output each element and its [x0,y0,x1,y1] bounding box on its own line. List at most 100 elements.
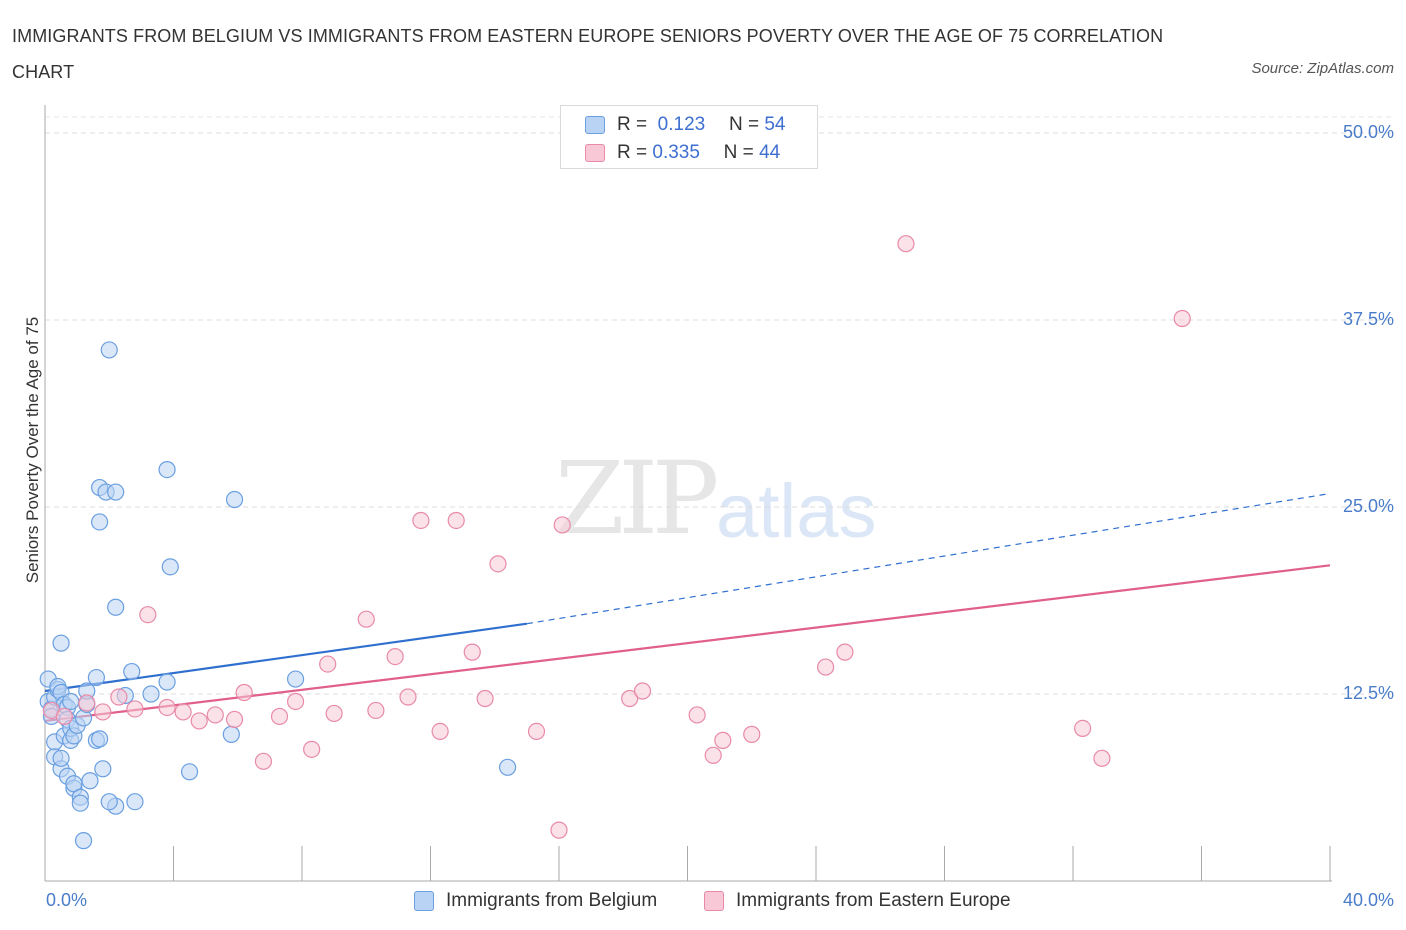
belgium-point [225,490,244,509]
belgium-point [91,730,109,748]
eastern-europe-point [743,725,761,743]
eastern-europe-point [431,722,449,741]
belgium-point [142,685,160,703]
stats-row-eastern-europe: R = 0.335 N = 44 [585,139,780,167]
watermark-zip: ZIP [555,440,719,557]
x-tick-label-max: 40.0% [1342,890,1394,910]
belgium-point [158,461,176,479]
belgium-point [158,673,176,691]
trend-lines [44,492,1331,723]
eastern-europe-point [139,606,157,624]
belgium-point [100,341,118,359]
eastern-europe-point [1173,309,1191,328]
n-label: N = [728,114,760,135]
source-label: Source: ZipAtlas.com [1251,60,1394,77]
chart-title: IMMIGRANTS FROM BELGIUM VS IMMIGRANTS FR… [12,26,1164,82]
n-value: 54 [764,114,786,135]
eastern-europe-point [553,516,571,534]
eastern-europe-point [688,706,706,724]
eastern-europe-point [110,688,128,706]
belgium-point [180,763,199,781]
r-label: R = [617,114,648,135]
y-axis-label-wrap: Seniors Poverty Over the Age of 75 [18,200,48,700]
eastern-europe-point [286,692,305,711]
belgium-point [71,794,89,812]
belgium-point [107,483,125,501]
eastern-europe-point [714,731,732,749]
belgium-point [62,692,80,711]
eastern-europe-point [621,689,639,708]
belgium-point [499,758,517,776]
y-tick-label: 25.0% [1342,496,1394,516]
legend-label-eastern-europe: Immigrants from Eastern Europe [736,890,1011,911]
belgium-point [81,772,99,790]
belgium-point [87,668,106,687]
y-tick-label: 12.5% [1342,683,1394,703]
eastern-europe-point [174,703,192,721]
watermark-atlas: atlas [716,469,877,554]
eastern-europe-point [633,682,652,700]
data-points [39,235,1191,850]
y-tick-label: 50.0% [1342,122,1394,142]
eastern-europe-point [550,821,568,839]
y-axis-label: Seniors Poverty Over the Age of 75 [23,316,42,584]
eastern-europe-point [412,511,430,530]
r-value: 0.123 [657,114,706,135]
legend-label-belgium: Immigrants from Belgium [446,890,658,911]
eastern-europe-point [367,701,385,720]
belgium-point [91,513,109,531]
eastern-europe-point [489,555,507,573]
eastern-europe-point [897,235,915,253]
eastern-europe-point [704,746,722,764]
eastern-europe-point [55,707,73,726]
belgium-point [123,662,141,681]
belgium-point [74,832,93,850]
belgium-point [100,793,118,811]
eastern-europe-point [235,683,253,702]
eastern-europe-point [325,704,343,723]
belgium-point [107,598,125,616]
belgium-point [52,749,70,767]
eastern-europe-point [254,752,273,770]
eastern-europe-swatch [585,144,605,162]
belgium-point [222,725,240,743]
legend-item-belgium[interactable]: Immigrants from Belgium [414,890,657,912]
r-label: R = [617,142,648,163]
eastern-europe-point [817,658,835,676]
y-tick-label: 37.5% [1342,309,1394,329]
belgium-point [286,670,305,688]
eastern-europe-point [527,722,546,741]
eastern-europe-point [836,643,854,661]
legend-item-eastern-europe[interactable]: Immigrants from Eastern Europe [704,890,1011,912]
r-value: 0.335 [652,142,700,163]
eastern-europe-point [357,610,375,628]
belgium-trend-extension [526,492,1331,625]
stats-row-belgium: R = 0.123 N = 54 [585,111,785,139]
eastern-europe-point [78,694,96,712]
stats-legend: R = 0.123 N = 54 R = 0.335 N = 44 [560,105,818,169]
eastern-europe-point [190,712,208,730]
belgium-trend-line [44,622,528,693]
eastern-europe-point [463,643,481,661]
belgium-point [161,558,179,576]
x-tick-label-min: 0.0% [46,890,88,910]
belgium-swatch [414,891,434,911]
eastern-europe-point [126,700,144,718]
eastern-europe-swatch [704,891,724,911]
eastern-europe-point [1074,719,1092,738]
gridlines [45,116,1392,695]
eastern-europe-point [270,707,289,726]
eastern-europe-point [303,740,321,758]
n-value: 44 [759,142,781,163]
eastern-europe-point [1093,749,1111,767]
eastern-europe-trend-line [44,564,1331,723]
eastern-europe-point [447,511,465,530]
belgium-swatch [585,116,605,134]
eastern-europe-point [94,703,112,721]
belgium-point [52,634,70,652]
n-label: N = [723,142,754,163]
belgium-point [126,793,144,811]
eastern-europe-point [319,655,337,673]
eastern-europe-point [386,647,404,666]
